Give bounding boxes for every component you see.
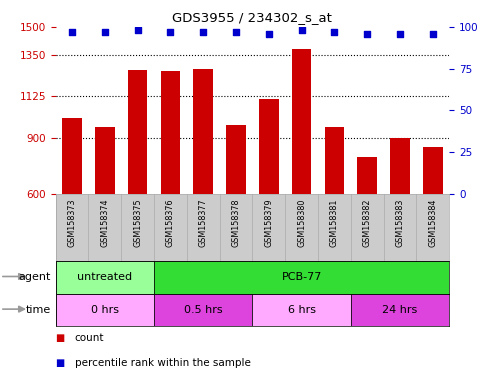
Text: GSM158380: GSM158380: [297, 199, 306, 247]
Text: GSM158384: GSM158384: [428, 199, 437, 247]
Text: percentile rank within the sample: percentile rank within the sample: [75, 358, 251, 368]
Text: GSM158374: GSM158374: [100, 199, 109, 247]
Text: GSM158376: GSM158376: [166, 199, 175, 247]
Point: [330, 29, 338, 35]
Bar: [193, 69, 213, 194]
Bar: [226, 125, 246, 194]
Text: GSM158382: GSM158382: [363, 199, 372, 247]
Text: GSM158373: GSM158373: [68, 199, 76, 247]
Text: PCB-77: PCB-77: [282, 272, 322, 283]
Point: [134, 27, 142, 33]
Bar: [62, 118, 82, 194]
Bar: [252, 294, 351, 326]
Bar: [357, 157, 377, 194]
Title: GDS3955 / 234302_s_at: GDS3955 / 234302_s_at: [172, 11, 332, 24]
Text: ■: ■: [56, 358, 65, 368]
Text: ■: ■: [56, 333, 65, 343]
Bar: [56, 261, 154, 294]
Text: time: time: [26, 305, 51, 315]
Text: agent: agent: [18, 272, 51, 283]
Bar: [423, 147, 442, 194]
Point: [199, 29, 207, 35]
Point: [363, 30, 371, 36]
Bar: [160, 71, 180, 194]
Point: [429, 30, 437, 36]
Text: 0.5 hrs: 0.5 hrs: [184, 305, 223, 315]
Text: 24 hrs: 24 hrs: [383, 305, 418, 315]
Bar: [259, 99, 279, 194]
Bar: [390, 138, 410, 194]
Bar: [325, 127, 344, 194]
Text: 6 hrs: 6 hrs: [287, 305, 315, 315]
Bar: [128, 70, 147, 194]
Text: GSM158378: GSM158378: [231, 199, 241, 247]
Text: GSM158377: GSM158377: [199, 199, 208, 247]
Bar: [292, 49, 312, 194]
Point: [167, 29, 174, 35]
Bar: [95, 127, 114, 194]
Bar: [56, 294, 154, 326]
Text: GSM158375: GSM158375: [133, 199, 142, 247]
Text: GSM158381: GSM158381: [330, 199, 339, 247]
Point: [265, 30, 272, 36]
Bar: [351, 294, 449, 326]
Text: 0 hrs: 0 hrs: [91, 305, 119, 315]
Bar: [154, 261, 449, 294]
Point: [68, 29, 76, 35]
Bar: [154, 294, 252, 326]
Text: untreated: untreated: [77, 272, 132, 283]
Text: GSM158383: GSM158383: [396, 199, 404, 247]
Point: [298, 27, 305, 33]
Point: [232, 29, 240, 35]
Text: GSM158379: GSM158379: [264, 199, 273, 247]
Point: [101, 29, 109, 35]
Text: count: count: [75, 333, 104, 343]
Point: [396, 30, 404, 36]
